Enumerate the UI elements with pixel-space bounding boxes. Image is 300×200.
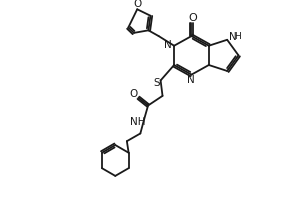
Text: N: N <box>229 32 237 42</box>
Text: O: O <box>188 13 197 23</box>
Text: S: S <box>153 78 160 88</box>
Text: O: O <box>130 89 138 99</box>
Text: H: H <box>234 32 241 41</box>
Text: N: N <box>187 75 194 85</box>
Text: O: O <box>133 0 141 9</box>
Text: N: N <box>164 40 172 50</box>
Text: NH: NH <box>130 117 145 127</box>
